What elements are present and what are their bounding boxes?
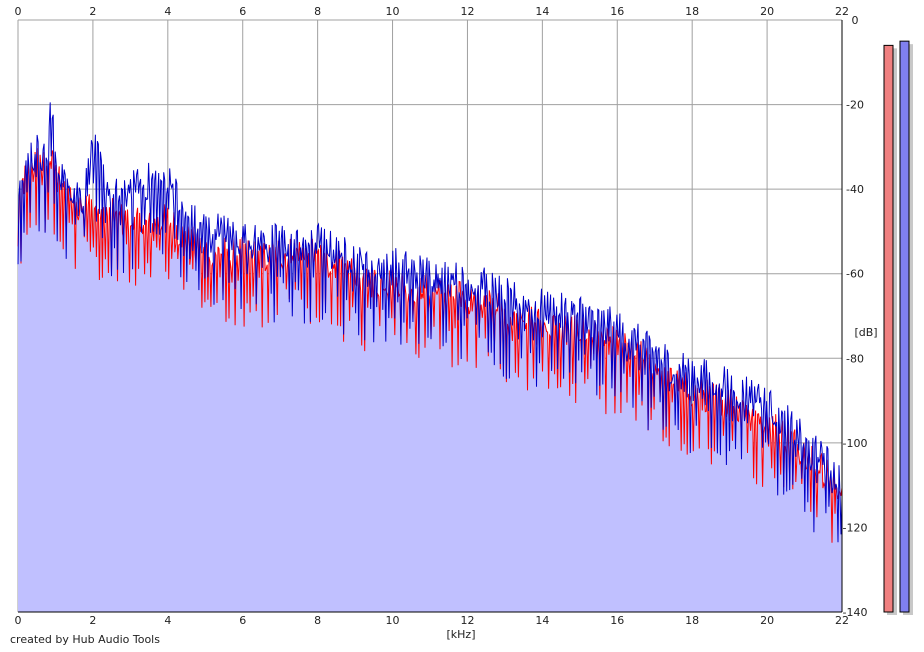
x-tick-label-bottom: 18 [685,614,699,627]
x-tick-label-bottom: 14 [535,614,549,627]
y-tick-label: -140 [843,606,868,619]
x-tick-label-bottom: 10 [386,614,400,627]
x-tick-label-top: 20 [760,5,774,18]
credit-text: created by Hub Audio Tools [10,633,160,646]
x-tick-label-bottom: 0 [15,614,22,627]
x-tick-label-bottom: 8 [314,614,321,627]
y-tick-label: -40 [846,183,864,196]
x-tick-label-bottom: 16 [610,614,624,627]
x-tick-label-bottom: 22 [835,614,849,627]
x-tick-label-top: 18 [685,5,699,18]
right-channel-line [17,102,843,543]
x-tick-label-bottom: 2 [89,614,96,627]
x-tick-label-top: 0 [15,5,22,18]
x-tick-label-bottom: 6 [239,614,246,627]
x-tick-label-top: 12 [460,5,474,18]
y-tick-label: -60 [846,268,864,281]
x-tick-label-top: 4 [164,5,171,18]
x-tick-label-top: 2 [89,5,96,18]
y-tick-label: -80 [846,352,864,365]
x-tick-label-bottom: 12 [460,614,474,627]
y-tick-label: -120 [843,521,868,534]
x-axis-label: [kHz] [447,628,476,641]
x-tick-label-top: 10 [386,5,400,18]
x-tick-label-top: 8 [314,5,321,18]
y-tick-label: -20 [846,99,864,112]
y-tick-label: -100 [843,437,868,450]
tick-labels: 002244668810101212141416161818202022220-… [15,5,868,627]
x-tick-label-top: 22 [835,5,849,18]
x-tick-label-bottom: 4 [164,614,171,627]
y-axis-label: [dB] [854,326,877,339]
x-tick-label-top: 16 [610,5,624,18]
y-tick-label: 0 [852,14,859,27]
level-meters [883,40,913,615]
level-meter-right [899,40,910,613]
level-meter-left [883,44,894,613]
x-tick-label-top: 6 [239,5,246,18]
x-tick-label-top: 14 [535,5,549,18]
x-tick-label-bottom: 20 [760,614,774,627]
